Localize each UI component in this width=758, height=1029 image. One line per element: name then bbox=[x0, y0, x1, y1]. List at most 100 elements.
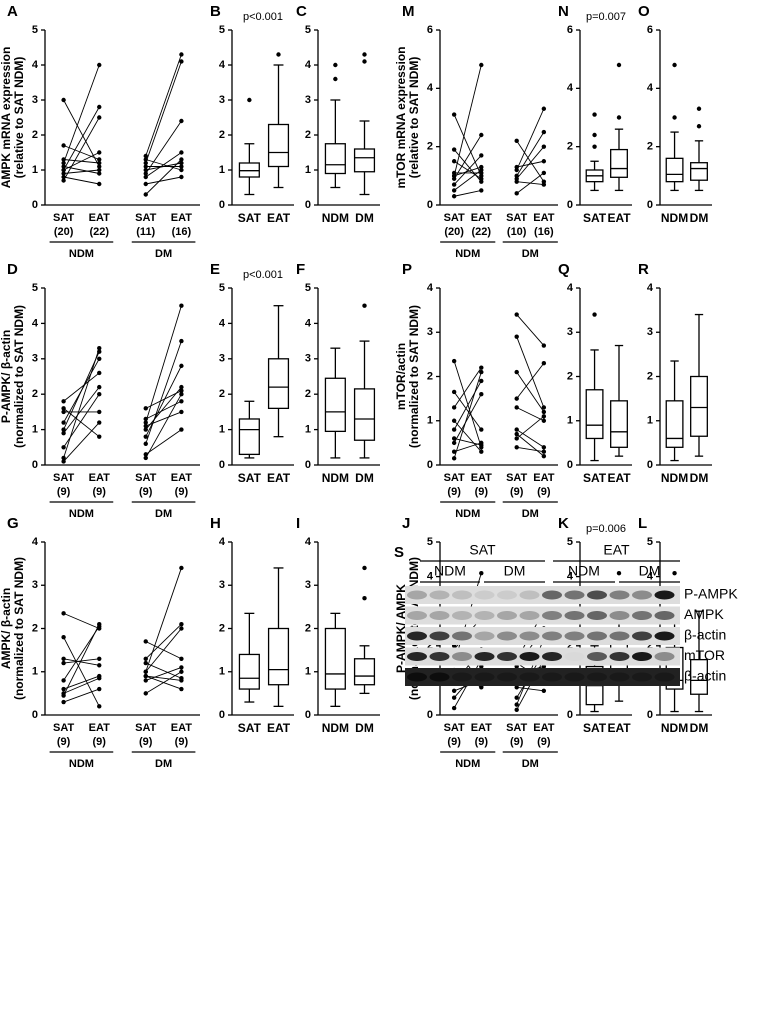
blot-band bbox=[497, 652, 517, 661]
n-label: (9) bbox=[510, 736, 524, 748]
y-tick-label: 2 bbox=[305, 388, 311, 400]
point bbox=[451, 147, 457, 152]
n-label: (9) bbox=[447, 736, 461, 748]
point bbox=[61, 399, 66, 404]
outlier bbox=[362, 52, 367, 57]
outlier bbox=[696, 106, 702, 111]
pair-line bbox=[453, 114, 482, 177]
point bbox=[541, 453, 547, 459]
outlier bbox=[333, 76, 338, 82]
outlier bbox=[333, 62, 338, 68]
y-tick-label: 0 bbox=[219, 459, 225, 471]
point bbox=[541, 144, 547, 149]
group-label: DM bbox=[522, 248, 539, 260]
y-axis-label: P-AMPK/ AMPK bbox=[394, 584, 408, 673]
y-tick-label: 2 bbox=[647, 141, 653, 153]
point bbox=[143, 639, 148, 644]
pair-line bbox=[453, 420, 482, 453]
n-label: (20) bbox=[54, 226, 74, 238]
pair-line bbox=[453, 360, 482, 448]
n-label: (9) bbox=[57, 486, 71, 498]
outlier bbox=[616, 570, 622, 576]
y-tick-label: 2 bbox=[567, 370, 573, 382]
blot-band bbox=[654, 611, 675, 620]
y-tick-label: 4 bbox=[32, 59, 39, 71]
y-tick-label: 2 bbox=[647, 370, 653, 382]
panel-letter: I bbox=[296, 515, 300, 532]
point bbox=[541, 409, 547, 415]
x-tick-label: NDM bbox=[661, 471, 688, 485]
blot-group: EAT bbox=[603, 542, 630, 558]
point bbox=[541, 449, 547, 454]
point bbox=[97, 62, 102, 68]
box bbox=[610, 148, 628, 178]
panel-letter: R bbox=[638, 261, 649, 278]
blot-band bbox=[474, 590, 495, 600]
point bbox=[541, 688, 547, 693]
point bbox=[451, 705, 457, 711]
n-label: (9) bbox=[475, 486, 489, 498]
pair-line bbox=[453, 391, 482, 430]
x-tick-label: EAT bbox=[471, 472, 492, 484]
y-axis-label: mTOR/actin bbox=[394, 343, 408, 410]
blot-band bbox=[542, 672, 562, 682]
y-tick-label: 3 bbox=[305, 94, 311, 106]
point bbox=[61, 445, 66, 450]
pair-line bbox=[145, 400, 182, 420]
x-tick-label: NDM bbox=[322, 211, 349, 225]
y-tick-label: 0 bbox=[32, 199, 38, 211]
point bbox=[479, 365, 484, 370]
point bbox=[451, 188, 457, 193]
point bbox=[514, 695, 519, 700]
blot-band bbox=[497, 611, 517, 620]
pair-line bbox=[63, 99, 100, 167]
y-tick-label: 4 bbox=[219, 59, 226, 71]
blot-band bbox=[564, 672, 585, 682]
box bbox=[585, 389, 604, 440]
point bbox=[514, 702, 519, 707]
point bbox=[179, 384, 184, 390]
blot-band bbox=[519, 631, 540, 641]
x-tick-label: SAT bbox=[506, 212, 527, 224]
blot-band bbox=[519, 652, 540, 661]
point bbox=[61, 171, 66, 176]
point bbox=[541, 182, 547, 187]
y-tick-label: 2 bbox=[647, 640, 653, 652]
y-tick-label: 1 bbox=[219, 424, 225, 436]
blot-band bbox=[452, 631, 472, 641]
y-tick-label: 6 bbox=[427, 24, 433, 36]
y-tick-label: 0 bbox=[305, 199, 311, 211]
pair-line bbox=[453, 169, 482, 191]
blot-band bbox=[654, 590, 675, 600]
n-label: (22) bbox=[89, 226, 109, 238]
x-tick-label: EAT bbox=[267, 471, 291, 485]
p-value: p<0.001 bbox=[243, 269, 283, 281]
point bbox=[451, 112, 457, 117]
n-label: (11) bbox=[136, 226, 155, 238]
box bbox=[353, 148, 376, 173]
point bbox=[143, 441, 148, 446]
x-tick-label: SAT bbox=[238, 471, 262, 485]
y-tick-label: 3 bbox=[219, 579, 225, 591]
point bbox=[61, 634, 66, 640]
point bbox=[97, 392, 102, 397]
pair-line bbox=[453, 371, 482, 459]
x-tick-label: SAT bbox=[506, 722, 527, 734]
y-tick-label: 0 bbox=[567, 709, 573, 721]
blot-band bbox=[632, 652, 652, 661]
p-value: p<0.001 bbox=[243, 11, 283, 23]
point bbox=[451, 405, 457, 410]
box bbox=[690, 162, 708, 181]
n-label: (9) bbox=[57, 736, 71, 748]
blot-row-label: β-actin bbox=[684, 668, 726, 684]
y-tick-label: 4 bbox=[219, 536, 226, 548]
box bbox=[324, 627, 346, 690]
y-tick-label: 0 bbox=[647, 709, 653, 721]
point bbox=[479, 62, 484, 68]
point bbox=[61, 160, 66, 166]
point bbox=[61, 611, 66, 616]
x-tick-label: EAT bbox=[89, 722, 110, 734]
n-label: (10) bbox=[507, 226, 527, 238]
y-tick-label: 0 bbox=[219, 199, 225, 211]
point bbox=[514, 707, 519, 713]
